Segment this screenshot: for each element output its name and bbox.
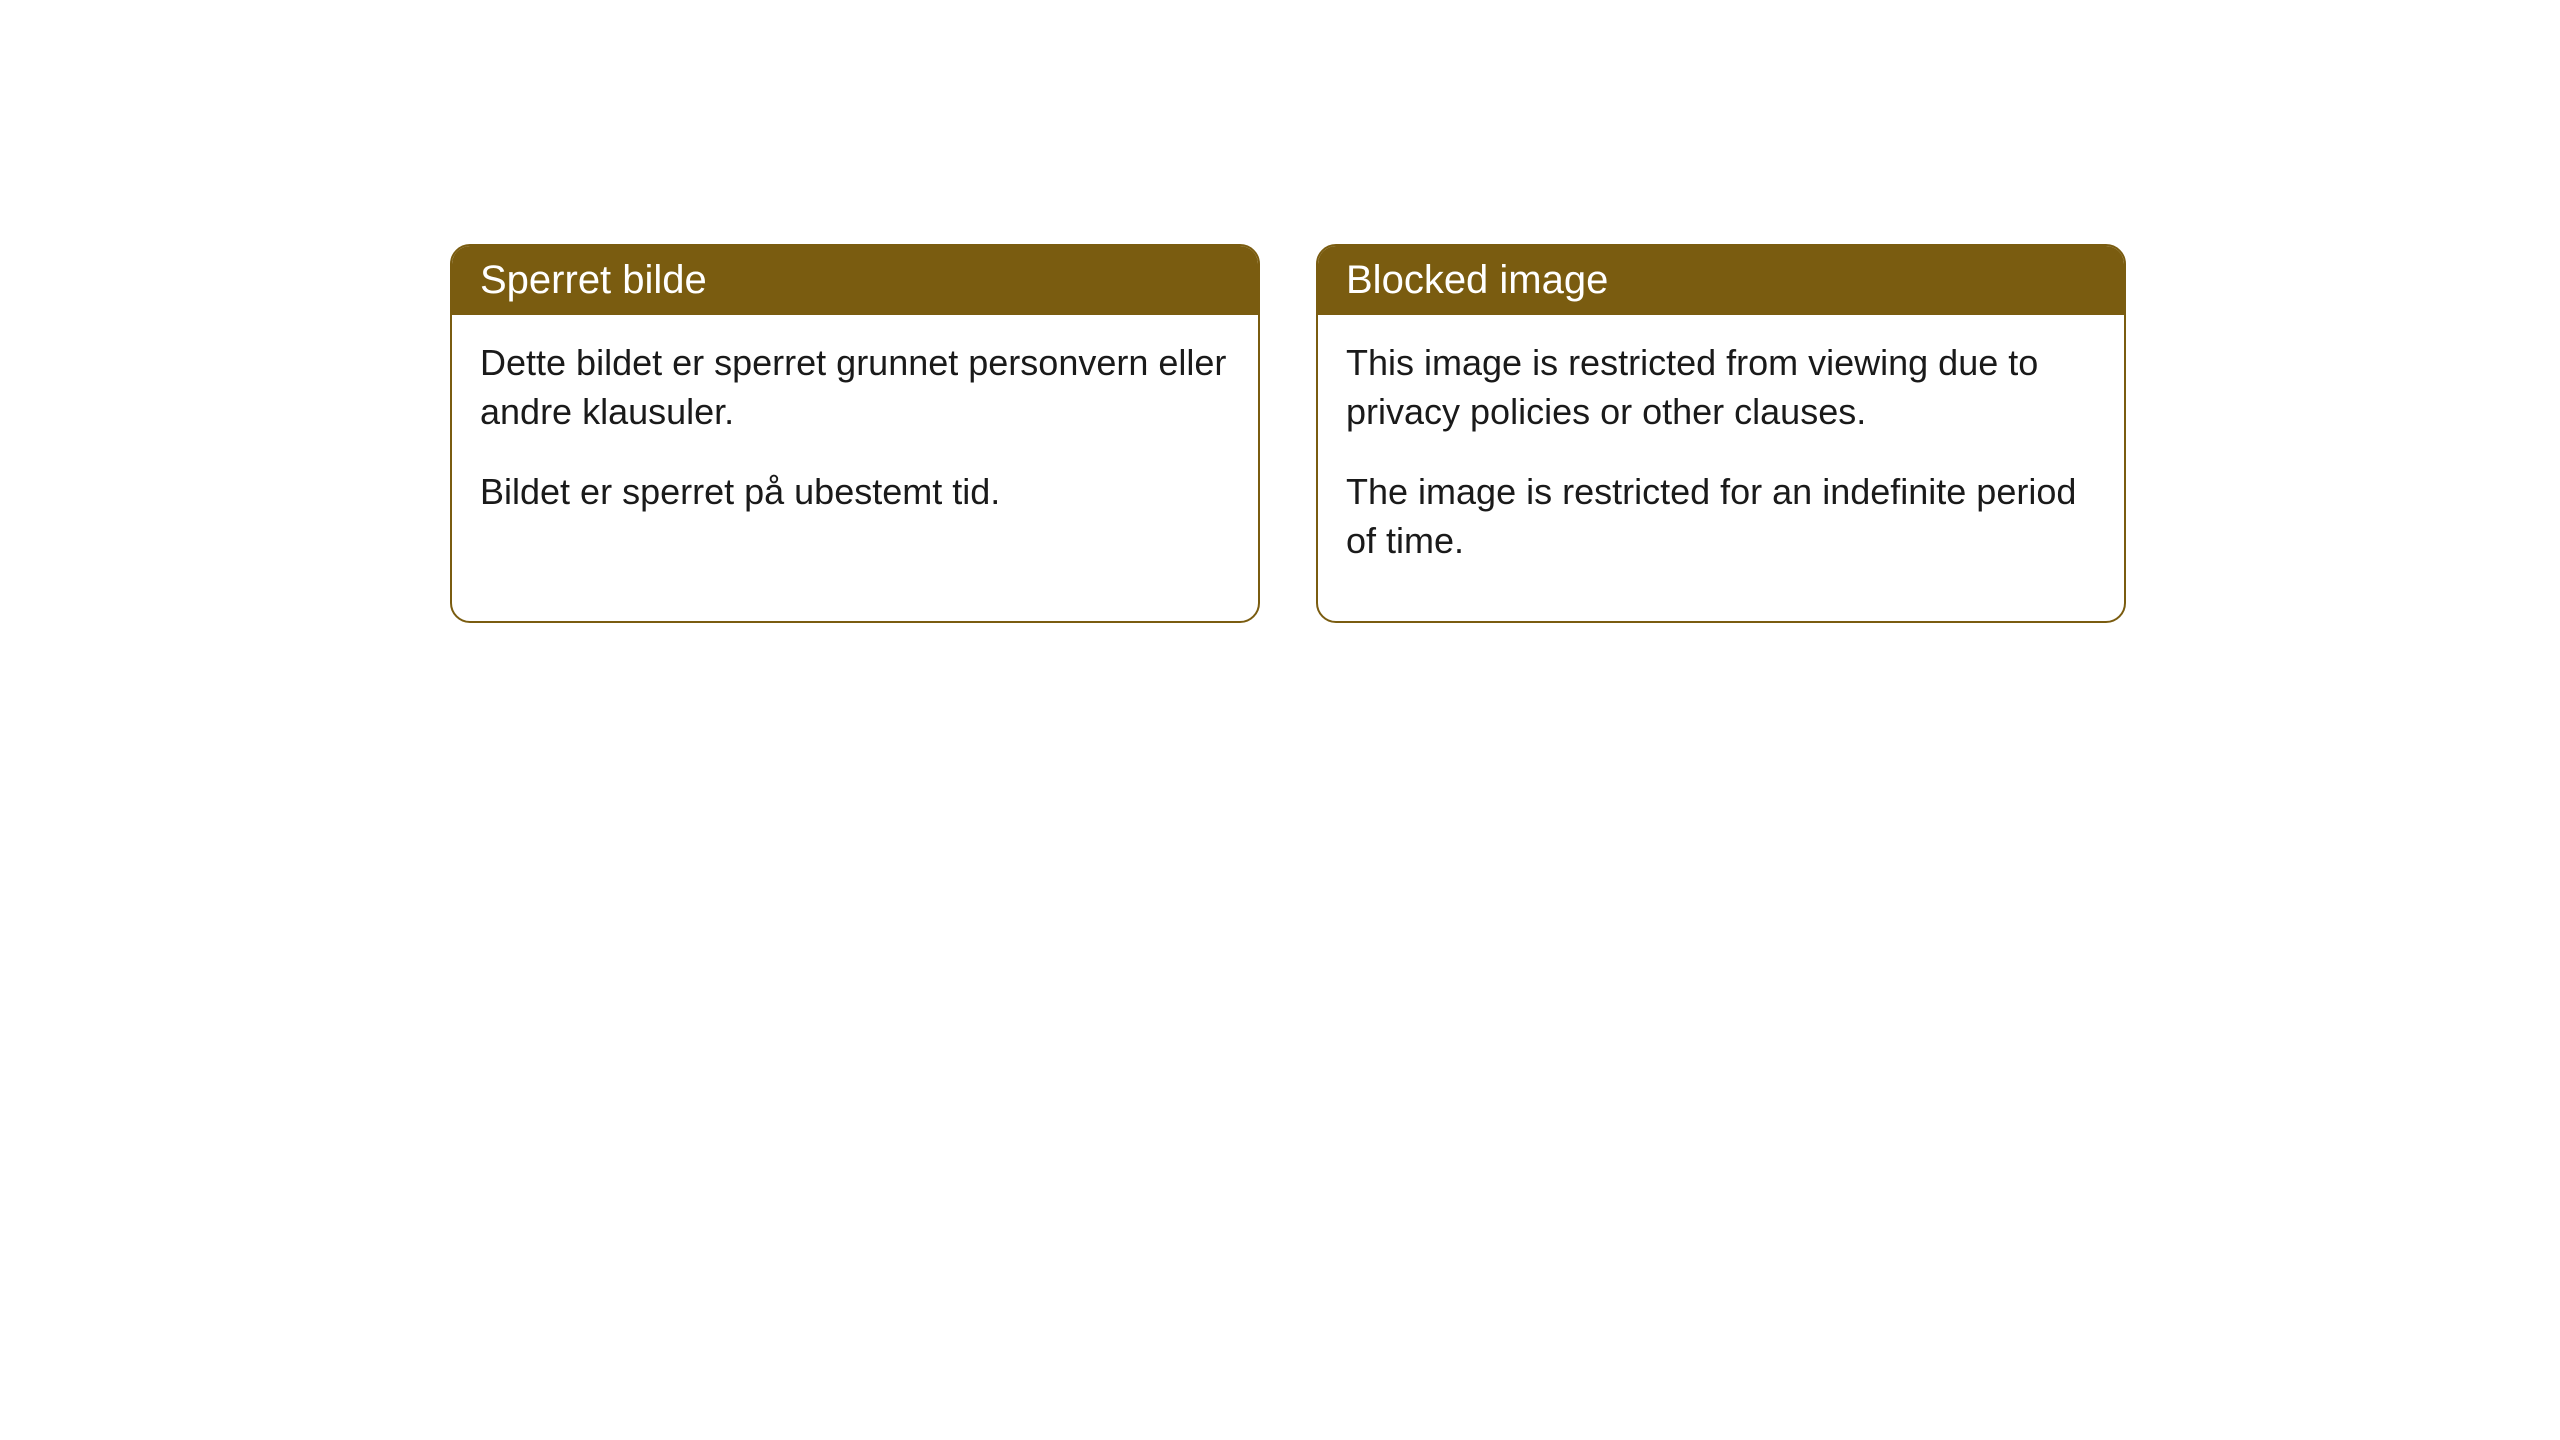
card-header: Sperret bilde — [452, 246, 1258, 315]
card-body: Dette bildet er sperret grunnet personve… — [452, 315, 1258, 573]
notice-card-english: Blocked image This image is restricted f… — [1316, 244, 2126, 623]
card-paragraph: This image is restricted from viewing du… — [1346, 339, 2096, 436]
card-title: Sperret bilde — [480, 258, 707, 302]
notice-card-norwegian: Sperret bilde Dette bildet er sperret gr… — [450, 244, 1260, 623]
card-header: Blocked image — [1318, 246, 2124, 315]
card-paragraph: Bildet er sperret på ubestemt tid. — [480, 468, 1230, 517]
notice-container: Sperret bilde Dette bildet er sperret gr… — [0, 0, 2560, 623]
card-title: Blocked image — [1346, 258, 1608, 302]
card-paragraph: Dette bildet er sperret grunnet personve… — [480, 339, 1230, 436]
card-paragraph: The image is restricted for an indefinit… — [1346, 468, 2096, 565]
card-body: This image is restricted from viewing du… — [1318, 315, 2124, 621]
